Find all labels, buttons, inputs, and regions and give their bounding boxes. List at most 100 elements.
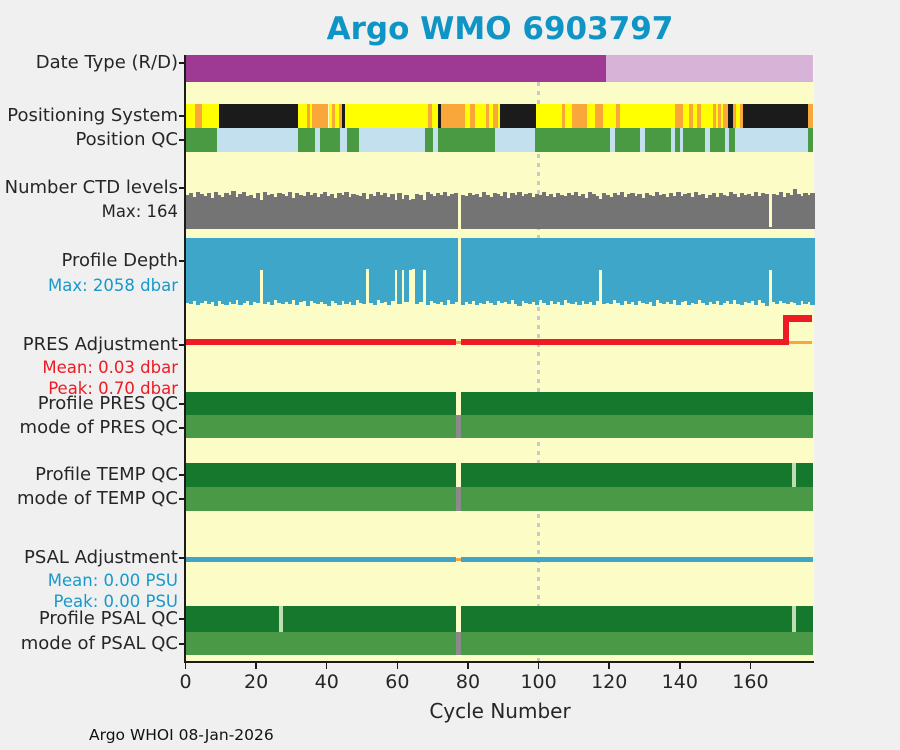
ctd-levels-bars-bar [736,197,741,229]
y-axis-tick [179,139,185,141]
ctd-levels-bars-bar [527,192,533,229]
ctd-levels-bars-bar [492,193,497,229]
ctd-levels-bars-bar [475,193,480,229]
profile-depth-bars-bar [482,238,487,305]
ctd-levels-bars-bar [750,195,755,229]
profile-depth-bars-bar [390,238,395,302]
profile-depth-bars-bar [598,238,603,271]
ctd-levels-bars-bar [577,195,582,229]
row-label-psal-adjustment: PSAL Adjustment [23,547,178,568]
profile-depth-bars-bar [577,238,582,305]
profile-depth-bars-bar [732,238,737,300]
ctd-levels-bars-bar [746,193,752,229]
positioning-band-segment [440,104,465,128]
psal-qc-band-segment [460,606,792,632]
profile-depth-bars-bar [234,238,240,300]
ctd-levels-bars-bar [676,192,681,229]
psal-mode-band-segment [455,632,461,655]
profile-depth-bars-bar [566,238,572,304]
profile-depth-bars-bar [252,238,257,303]
profile-depth-bars-bar [333,238,339,303]
ctd-levels-bars-bar [443,191,448,229]
ctd-levels-bars-bar [573,191,579,229]
pres-adjustment-line [460,339,784,345]
position-qc-band-segment [639,128,645,152]
ctd-levels-bars-bar [429,194,434,229]
ctd-levels-bars-bar [517,191,522,229]
ctd-levels-bars-bar [220,196,226,229]
profile-depth-bars-bar [806,238,812,303]
y-axis-line [184,55,186,663]
ctd-levels-bars-bar [729,191,734,229]
ctd-levels-bars-bar [704,197,709,229]
x-axis-tick [608,663,610,669]
profile-depth-bars-bar [450,238,455,304]
ctd-levels-bars-bar [672,195,677,229]
ctd-levels-bars-bar [340,195,346,229]
psal-adjustment-line [185,556,456,562]
ctd-levels-bars-bar [206,192,211,229]
positioning-band-segment [701,104,713,128]
profile-depth-bars-bar [757,238,762,301]
ctd-levels-bars-bar [686,193,692,229]
psal-qc-band-segment [279,606,284,632]
row-label-profile-pres-qc: Profile PRES QC [37,393,178,414]
profile-depth-bars-bar [471,238,476,301]
positioning-band-segment [497,104,500,128]
ctd-levels-bars-bar [757,196,762,229]
profile-depth-bars-bar [513,238,519,304]
profile-depth-bars-bar [580,238,586,301]
x-axis-tick [537,663,540,669]
profile-depth-bars-bar [489,238,494,304]
positioning-band-segment [331,104,336,128]
positioning-band-segment [683,104,690,128]
profile-depth-bars-bar [386,238,391,306]
ctd-levels-bars-bar [559,194,564,229]
profile-depth-bars-bar [379,238,384,304]
profile-depth-bars-bar [256,238,261,304]
y-axis-tick [179,115,185,117]
profile-depth-bars-bar [365,238,370,270]
x-axis-label: Cycle Number [429,699,571,723]
profile-depth-bars-bar [542,238,547,304]
ctd-levels-bars-bar [513,195,519,229]
ctd-levels-bars-bar [725,195,730,229]
x-axis-tick [749,663,752,669]
positioning-band-segment [697,104,701,128]
x-tick-label: 20 [244,671,269,693]
profile-depth-bars-bar [249,238,254,305]
profile-depth-bars-bar [217,238,222,301]
ctd-levels-bars-bar [640,197,646,229]
profile-depth-bars-bar [231,238,236,304]
psal-mode-band-segment [185,632,456,655]
positioning-band-segment [431,104,439,128]
positioning-band-segment [586,104,596,128]
ctd-levels-bars-bar [637,194,642,229]
profile-depth-bars-bar [319,238,324,302]
positioning-band-segment [692,104,698,128]
profile-depth-bars-bar [524,238,529,303]
profile-depth-bars-bar [503,238,508,303]
profile-depth-bars-bar [372,238,377,305]
profile-depth-bars-bar [686,238,692,306]
positioning-band-segment [721,104,724,128]
profile-depth-bars-bar [775,238,780,305]
profile-depth-bars-bar [616,238,621,304]
pres-mode-band-segment [455,415,461,438]
ctd-levels-bars-bar [376,192,381,229]
x-tick-label: 40 [314,671,339,693]
positioning-band-segment [345,104,429,128]
ctd-levels-bars-bar [471,195,476,229]
ctd-levels-bars-bar [520,196,526,229]
profile-depth-bars-bar [411,238,416,270]
temp-mode-band-segment [460,487,814,511]
positioning-band-segment [475,104,487,128]
pres-mode-band-segment [460,415,814,438]
ctd-levels-bars-bar [499,195,504,229]
row-label-mode-psal-qc: mode of PSAL QC [20,633,178,654]
ctd-levels-bars-bar [662,193,667,229]
positioning-band-segment [732,104,737,128]
profile-depth-bars-bar [693,238,699,305]
ctd-levels-bars-bar [185,195,190,229]
profile-depth-bars-bar [309,238,314,301]
